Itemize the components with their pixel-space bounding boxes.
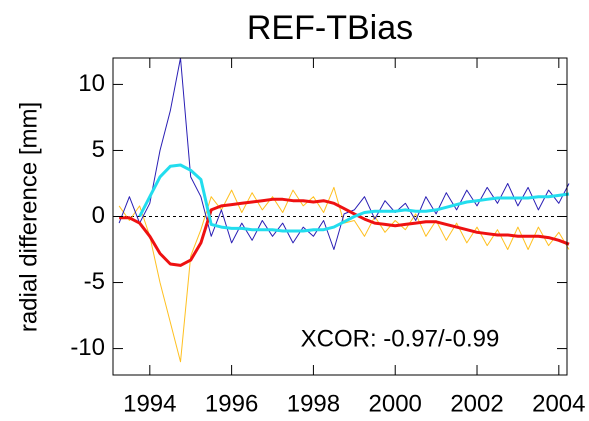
y-tick-label: -5 [84, 268, 105, 295]
y-tick-label: 5 [92, 136, 105, 163]
x-tick-label: 1994 [123, 390, 176, 417]
x-tick-label: 1996 [205, 390, 258, 417]
x-tick-label: 2004 [532, 390, 585, 417]
series-line [138, 163, 570, 233]
y-tick-label: 0 [92, 202, 105, 229]
y-tick-label: 10 [78, 70, 105, 97]
annotation: XCOR: -0.97/-0.99 [301, 325, 500, 352]
x-tick-label: 2000 [369, 390, 422, 417]
series-line [119, 197, 570, 267]
x-tick-label: 2002 [450, 390, 503, 417]
x-tick-label: 1998 [287, 390, 340, 417]
y-tick-label: -10 [70, 334, 105, 361]
chart-title: REF-TBias [247, 9, 413, 47]
y-axis-label: radial difference [mm] [15, 102, 42, 332]
